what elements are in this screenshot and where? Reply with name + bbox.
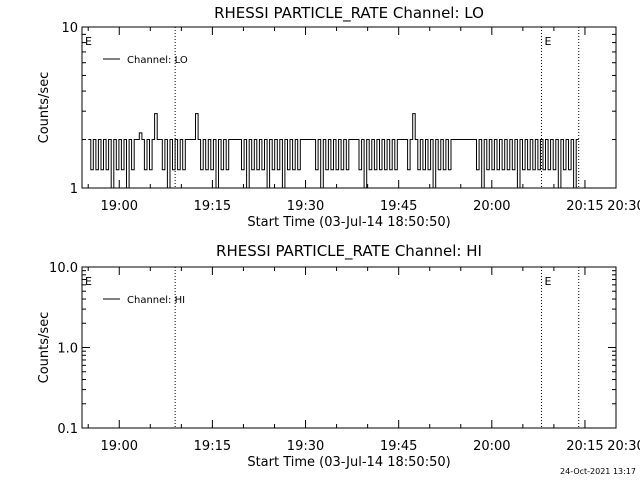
x-tick-label: 20:30 xyxy=(607,199,640,214)
panel-lo: RHESSI PARTICLE_RATE Channel: LO 19:00 19:… xyxy=(37,4,640,230)
event-marker-label: E xyxy=(85,275,92,288)
x-tick-label: 19:30 xyxy=(287,439,324,454)
x-tick-label: 20:15 xyxy=(566,439,603,454)
y-axis-label: Counts/sec xyxy=(37,72,52,144)
x-axis-label: Start Time (03-Jul-14 18:50:50) xyxy=(247,215,450,230)
event-marker-label: E xyxy=(544,275,551,288)
x-tick-label: 19:00 xyxy=(101,199,138,214)
x-tick-label: 19:15 xyxy=(194,199,231,214)
event-marker-label: E xyxy=(85,35,92,48)
x-tick-label: 19:15 xyxy=(194,439,231,454)
y-tick-label: 10 xyxy=(61,21,78,36)
series-line-1 xyxy=(88,113,579,189)
x-tick-label: 20:15 xyxy=(566,199,603,214)
legend-label: Channel: LO xyxy=(127,55,188,66)
plot-frame xyxy=(81,26,617,189)
x-tick-label: 19:45 xyxy=(380,439,417,454)
chart-title: RHESSI PARTICLE_RATE Channel: HI xyxy=(216,242,482,261)
y-tick-label: 1 xyxy=(70,182,78,197)
legend-label: Channel: HI xyxy=(127,295,185,306)
x-tick-label: 19:30 xyxy=(287,199,324,214)
chart-title: RHESSI PARTICLE_RATE Channel: LO xyxy=(214,4,484,23)
panel-hi: RHESSI PARTICLE_RATE Channel: HI 19:00 19:… xyxy=(37,242,640,470)
x-tick-label: 20:00 xyxy=(473,199,510,214)
y-tick-label: 10.0 xyxy=(49,261,78,276)
event-marker-label: E xyxy=(544,35,551,48)
y-tick-label: 0.1 xyxy=(57,422,78,437)
y-axis-label: Counts/sec xyxy=(37,312,52,384)
x-tick-label: 20:30 xyxy=(607,439,640,454)
footer-timestamp: 24-Oct-2021 13:17 xyxy=(560,467,636,476)
y-tick-label: 1.0 xyxy=(57,342,78,357)
x-axis-label: Start Time (03-Jul-14 18:50:50) xyxy=(247,455,450,470)
plot-frame xyxy=(81,266,617,429)
x-tick-label: 19:45 xyxy=(380,199,417,214)
x-tick-label: 20:00 xyxy=(473,439,510,454)
x-tick-label: 19:00 xyxy=(101,439,138,454)
